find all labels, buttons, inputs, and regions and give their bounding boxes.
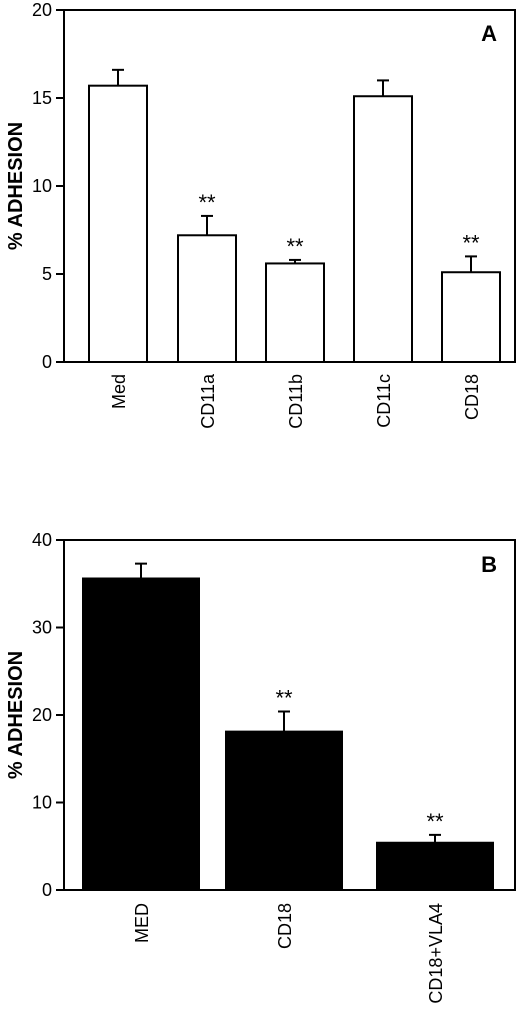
chart-panel-a: A % ADHESION 0 5 10 15 20 ** ** ** Med CD11a CD1… xyxy=(5,0,516,429)
y-axis-label: % ADHESION xyxy=(5,122,27,250)
bar xyxy=(376,841,494,891)
x-tick-label: CD11a xyxy=(198,373,218,429)
significance-label: ** xyxy=(286,234,304,259)
x-tick-label: CD18 xyxy=(275,903,295,949)
x-tick-label: MED xyxy=(132,903,152,943)
chart-panel-b: B % ADHESION 0 10 20 30 40 ** ** MED CD18 CD18+… xyxy=(5,530,516,1004)
x-tick-label: CD18 xyxy=(462,374,482,420)
y-tick-label: 10 xyxy=(32,176,52,196)
bar xyxy=(265,262,325,363)
significance-label: ** xyxy=(275,686,293,711)
bars: ** ** ** xyxy=(88,68,501,364)
panel-label: B xyxy=(481,552,497,577)
bar xyxy=(177,234,237,363)
y-tick-label: 15 xyxy=(32,88,52,108)
bars: ** ** xyxy=(82,562,494,891)
bar xyxy=(88,84,148,364)
y-tick-label: 30 xyxy=(32,618,52,638)
y-axis-label: % ADHESION xyxy=(5,651,27,779)
x-tick-label: CD11c xyxy=(374,374,394,428)
x-tick-label: CD18+VLA4 xyxy=(426,903,446,1004)
y-tick-label: 40 xyxy=(32,530,52,550)
x-tick-label: CD11b xyxy=(286,374,306,429)
y-axis-ticks: 0 10 20 30 40 xyxy=(32,530,64,900)
bar xyxy=(353,95,413,364)
bar xyxy=(82,577,200,891)
y-tick-label: 10 xyxy=(32,793,52,813)
significance-label: ** xyxy=(426,809,444,834)
bar xyxy=(441,271,501,363)
panel-label: A xyxy=(481,21,497,46)
y-tick-label: 0 xyxy=(42,880,52,900)
bar xyxy=(225,730,343,891)
y-tick-label: 5 xyxy=(42,264,52,284)
y-axis-ticks: 0 5 10 15 20 xyxy=(32,0,64,372)
y-tick-label: 20 xyxy=(32,0,52,20)
x-axis-tick-labels: MED CD18 CD18+VLA4 xyxy=(132,903,446,1004)
significance-label: ** xyxy=(462,230,480,255)
significance-label: ** xyxy=(198,190,216,215)
x-tick-label: Med xyxy=(109,374,129,409)
y-tick-label: 0 xyxy=(42,352,52,372)
y-tick-label: 20 xyxy=(32,705,52,725)
x-axis-tick-labels: Med CD11a CD11b CD11c CD18 xyxy=(109,373,482,429)
